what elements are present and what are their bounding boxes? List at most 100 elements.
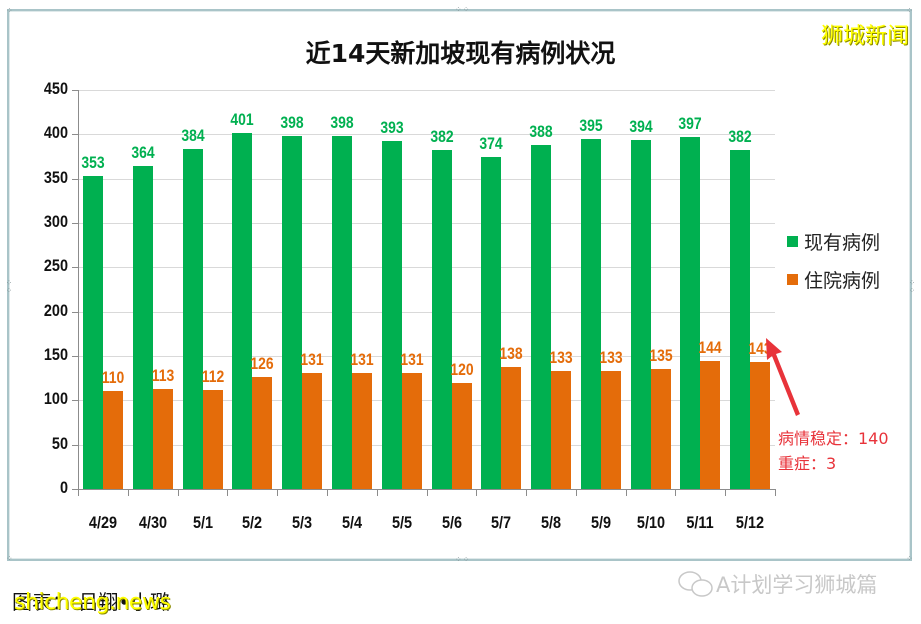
bar-hospitalized[interactable]	[401, 372, 422, 489]
resize-handle-bottom-left[interactable]: ⁘	[6, 554, 14, 563]
y-tick-label: 200	[43, 300, 68, 320]
x-tick-label: 5/5	[391, 513, 412, 532]
bar-group: 395 133	[576, 90, 626, 489]
y-tick-label: 150	[43, 345, 68, 364]
bar-current-cases[interactable]	[83, 176, 103, 489]
gridline	[78, 356, 775, 357]
resize-handle-top-right[interactable]: ⁘	[906, 6, 914, 15]
x-tick	[675, 489, 677, 496]
data-label: 374	[479, 134, 503, 154]
data-label: 143	[748, 339, 772, 359]
data-label: 131	[300, 349, 324, 369]
resize-handle-bottom-right[interactable]: ⁘	[906, 554, 914, 563]
bar-current-cases[interactable]	[431, 150, 452, 489]
y-tick-label: 50	[51, 433, 68, 453]
data-label: 131	[400, 349, 424, 369]
resize-handle-bottom[interactable]: ⁘⁘	[455, 555, 471, 564]
gridline	[78, 178, 775, 180]
bar-hospitalized[interactable]	[302, 372, 323, 489]
data-label: 113	[151, 365, 175, 385]
legend: 现有病例 住院病例	[787, 222, 880, 298]
legend-item-current-cases: 现有病例	[787, 222, 880, 260]
bar-group: 393 131	[377, 90, 427, 489]
bar-group: 398 131	[327, 90, 377, 489]
bar-group: 401 126	[227, 90, 277, 489]
legend-label: 住院病例	[804, 269, 881, 292]
y-tick	[72, 90, 78, 91]
bar-current-cases[interactable]	[331, 136, 352, 489]
data-label: 138	[499, 343, 523, 363]
bar-hospitalized[interactable]	[551, 371, 572, 489]
resize-handle-left[interactable]: ⁘⁘	[4, 279, 13, 295]
bar-group: 382 143	[725, 90, 775, 489]
bar-current-cases[interactable]	[132, 166, 153, 489]
legend-swatch-orange	[787, 273, 798, 285]
y-tick-label: 350	[43, 167, 68, 187]
bar-current-cases[interactable]	[680, 137, 701, 489]
x-tick	[526, 489, 528, 496]
bar-current-cases[interactable]	[182, 148, 203, 489]
chart-title: 近14天新加坡现有病例状况	[305, 39, 616, 68]
y-tick	[72, 134, 78, 136]
data-label: 382	[429, 127, 454, 147]
gridline	[78, 400, 775, 402]
x-tick	[376, 489, 378, 496]
resize-handle-right[interactable]: ⁘⁘	[907, 279, 916, 295]
bar-current-cases[interactable]	[630, 139, 651, 489]
x-tick	[326, 489, 328, 496]
x-tick-label: 5/3	[292, 513, 313, 532]
data-label: 395	[579, 115, 603, 135]
data-label: 120	[449, 359, 474, 379]
bar-hospitalized[interactable]	[451, 382, 472, 489]
bar-current-cases[interactable]	[730, 150, 751, 489]
y-tick	[72, 267, 78, 269]
x-tick-label: 5/7	[491, 513, 512, 532]
y-tick	[72, 223, 78, 224]
data-label: 364	[131, 143, 155, 163]
bar-hospitalized[interactable]	[501, 366, 522, 489]
bar-group: 394 135	[626, 90, 676, 489]
bar-current-cases[interactable]	[282, 136, 303, 489]
bar-hospitalized[interactable]	[103, 391, 123, 489]
x-tick	[625, 489, 627, 496]
data-label: 135	[649, 346, 673, 366]
y-tick	[72, 178, 78, 180]
plot-area: 0 50 100 150 200 250 300 350 400 450 353 110 364 113 3…	[44, 79, 776, 497]
gridline	[78, 267, 775, 269]
y-tick	[72, 311, 78, 313]
bar-hospitalized[interactable]	[600, 371, 621, 489]
bar-current-cases[interactable]	[580, 138, 601, 489]
bar-hospitalized[interactable]	[152, 388, 173, 489]
annotation-arrow-icon	[766, 338, 800, 416]
bar-hospitalized[interactable]	[252, 377, 273, 489]
data-label: 131	[350, 349, 374, 369]
bar-hospitalized[interactable]	[700, 361, 721, 489]
x-tick-label: 5/4	[341, 513, 362, 532]
legend-label: 现有病例	[804, 231, 881, 254]
gridline	[78, 134, 775, 136]
bar-current-cases[interactable]	[531, 144, 552, 489]
y-axis	[78, 90, 79, 489]
bar-hospitalized[interactable]	[351, 372, 372, 489]
bar-group: 364 113	[128, 90, 178, 489]
brand-watermark: 狮城新闻	[820, 24, 909, 49]
x-tick-label: 4/30	[138, 513, 167, 532]
gridline	[78, 311, 775, 313]
bar-hospitalized[interactable]	[202, 389, 223, 489]
bar-group: 388 133	[526, 90, 576, 489]
bar-current-cases[interactable]	[381, 140, 402, 489]
bar-current-cases[interactable]	[481, 157, 502, 489]
bar-group: 398 131	[277, 90, 327, 489]
data-label: 382	[728, 127, 752, 147]
x-tick	[426, 489, 428, 496]
resize-handle-top[interactable]: ⁘⁘	[455, 5, 471, 14]
bar-current-cases[interactable]	[232, 133, 253, 489]
resize-handle-top-left[interactable]: ⁘	[6, 6, 14, 15]
x-tick	[277, 489, 279, 496]
bar-hospitalized[interactable]	[750, 362, 771, 489]
data-label: 133	[549, 348, 573, 368]
x-tick	[725, 489, 727, 496]
data-label: 397	[678, 114, 703, 133]
bar-hospitalized[interactable]	[650, 369, 671, 489]
y-tick-label: 400	[43, 123, 68, 143]
